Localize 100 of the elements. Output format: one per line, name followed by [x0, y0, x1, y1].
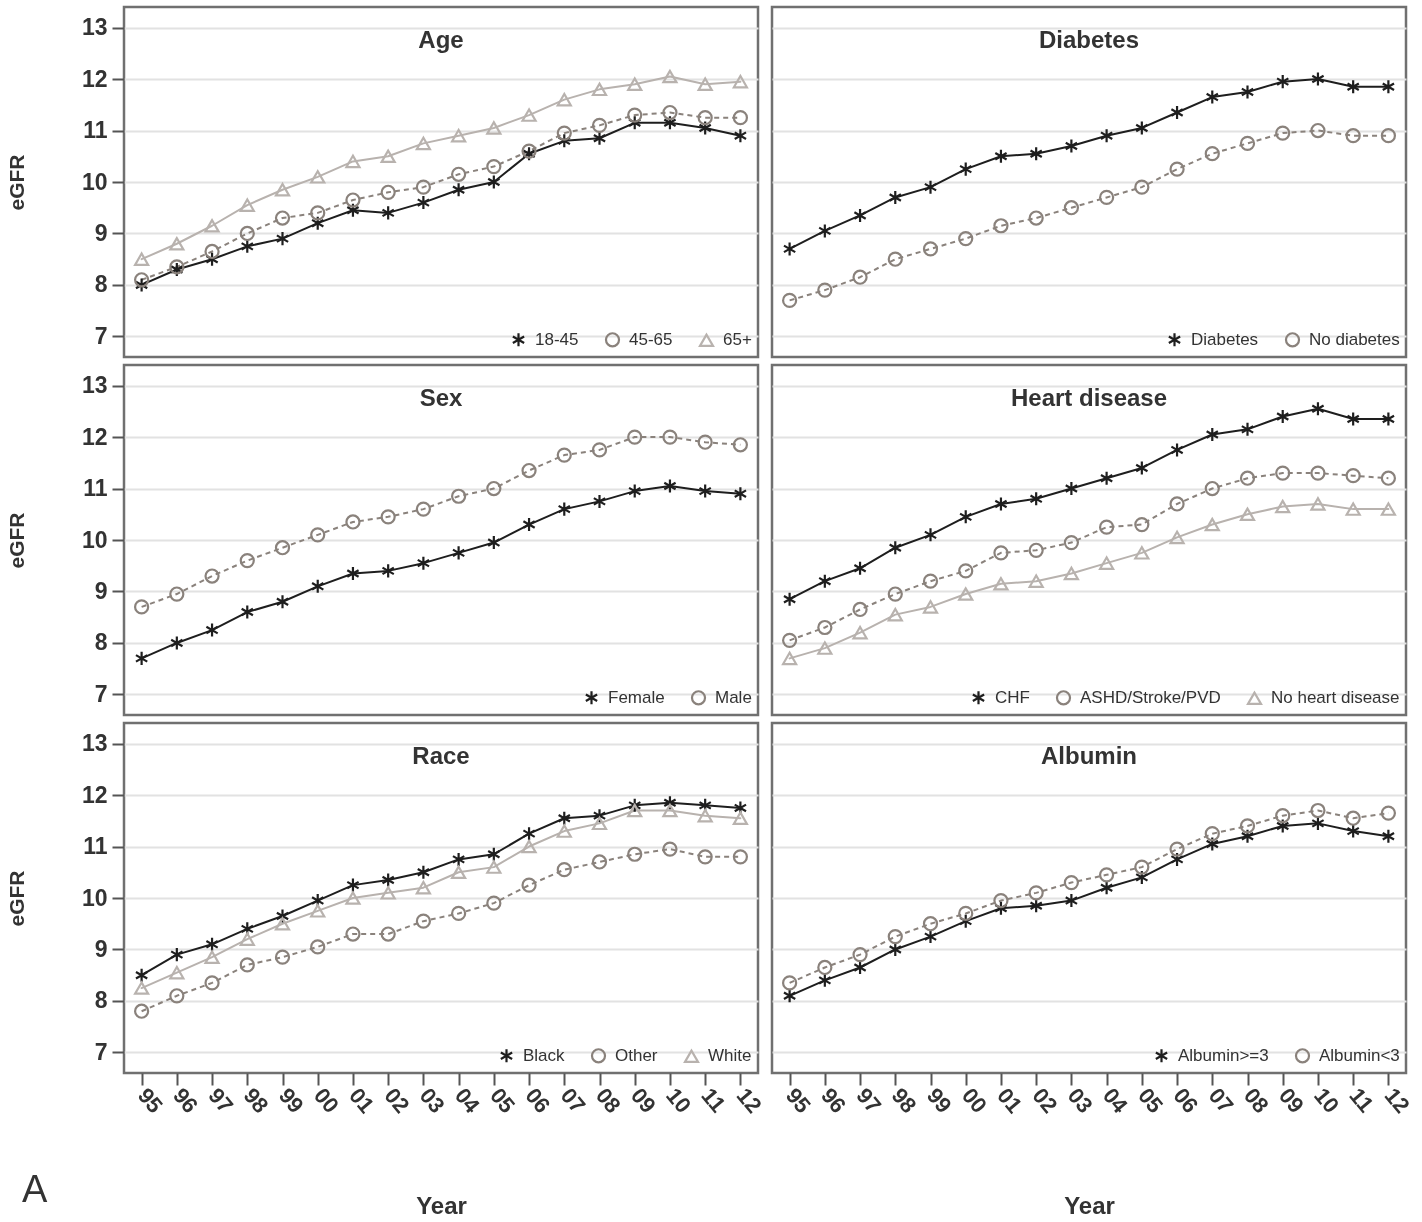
- y-tick-label: 8: [94, 629, 108, 656]
- point: [818, 573, 832, 589]
- point: [204, 568, 220, 584]
- x-tick-label: 07: [555, 1083, 591, 1118]
- point: [627, 77, 643, 91]
- legend-label: No heart disease: [1271, 688, 1400, 708]
- point: [627, 483, 642, 499]
- legend-label: CHF: [995, 687, 1030, 707]
- x-tick-label: 08: [590, 1083, 626, 1118]
- y-tick-label: 10: [81, 884, 108, 911]
- y-tick-label: 13: [81, 14, 108, 41]
- point: [1134, 516, 1150, 533]
- point: [592, 808, 607, 824]
- point: [1310, 497, 1326, 511]
- point: [451, 182, 466, 198]
- point: [274, 916, 291, 931]
- point: [1310, 465, 1326, 481]
- point: [310, 170, 326, 184]
- x-tick-label: 05: [485, 1083, 521, 1118]
- x-tick-label: 97: [203, 1083, 239, 1118]
- point: [627, 429, 643, 445]
- point: [1380, 805, 1397, 821]
- point: [1275, 125, 1291, 141]
- point: [852, 947, 868, 963]
- point: [662, 104, 678, 121]
- point: [1064, 138, 1079, 154]
- x-tick-label: 01: [344, 1083, 380, 1118]
- x-tick-label: 03: [414, 1083, 450, 1118]
- point: [662, 429, 678, 445]
- x-tick-label: 11: [1344, 1083, 1379, 1118]
- point: [415, 880, 432, 895]
- point: [1134, 179, 1150, 195]
- y-tick-label: 10: [81, 526, 108, 553]
- point: [1381, 828, 1396, 844]
- point: [627, 115, 642, 131]
- legend-label: Albumin>=3: [1178, 1045, 1269, 1065]
- point: [1134, 859, 1150, 875]
- point: [1204, 826, 1220, 842]
- point: [958, 509, 973, 525]
- point: [133, 252, 150, 266]
- point: [240, 238, 255, 254]
- x-tick-label: 07: [1203, 1083, 1239, 1118]
- point: [697, 434, 713, 450]
- y-tick-label: 7: [94, 1038, 108, 1065]
- point: [591, 442, 608, 458]
- point: [380, 926, 396, 942]
- point: [732, 74, 749, 89]
- y-axis-title: eGFR: [4, 154, 28, 211]
- point: [888, 189, 903, 206]
- point: [416, 194, 431, 211]
- point: [1204, 517, 1220, 532]
- point: [993, 218, 1009, 234]
- point: [591, 82, 608, 97]
- point: [592, 130, 607, 146]
- point: [1345, 810, 1361, 826]
- point: [1029, 491, 1043, 507]
- point: [817, 619, 833, 636]
- point: [1135, 120, 1149, 136]
- point: [345, 514, 361, 530]
- x-tick-label: 95: [132, 1083, 168, 1118]
- point: [1063, 566, 1080, 581]
- point: [994, 148, 1008, 164]
- point: [817, 282, 833, 298]
- point: [169, 988, 185, 1004]
- point: [170, 635, 184, 651]
- x-tick-label: 01: [992, 1083, 1028, 1118]
- point: [1098, 556, 1115, 570]
- point: [887, 607, 903, 622]
- point: [853, 207, 867, 224]
- y-tick-label: 7: [94, 322, 108, 349]
- point: [205, 251, 219, 267]
- point: [1170, 442, 1184, 458]
- legend-label: No diabetes: [1309, 329, 1400, 349]
- point: [1275, 808, 1291, 824]
- point: [415, 136, 432, 151]
- point: [1135, 869, 1149, 886]
- x-tick-label: 99: [273, 1083, 309, 1118]
- x-tick-label: 99: [921, 1083, 957, 1118]
- point: [380, 886, 396, 900]
- text: Age: [418, 26, 464, 53]
- point: [852, 625, 868, 640]
- point: [451, 851, 466, 868]
- point: [1204, 480, 1220, 497]
- x-tick-label: 04: [449, 1083, 486, 1119]
- point: [958, 913, 973, 929]
- point: [450, 166, 467, 182]
- point: [134, 650, 149, 666]
- point: [698, 483, 712, 499]
- point: [450, 905, 467, 922]
- point: [486, 480, 502, 497]
- point: [782, 591, 797, 607]
- y-axis-title: eGFR: [4, 870, 28, 927]
- text: Race: [412, 742, 470, 769]
- x-tick-label: 00: [309, 1083, 344, 1118]
- point: [852, 601, 868, 618]
- point: [1064, 480, 1079, 497]
- point: [1310, 122, 1326, 139]
- point: [887, 929, 903, 945]
- point: [853, 560, 867, 576]
- point: [1240, 84, 1255, 100]
